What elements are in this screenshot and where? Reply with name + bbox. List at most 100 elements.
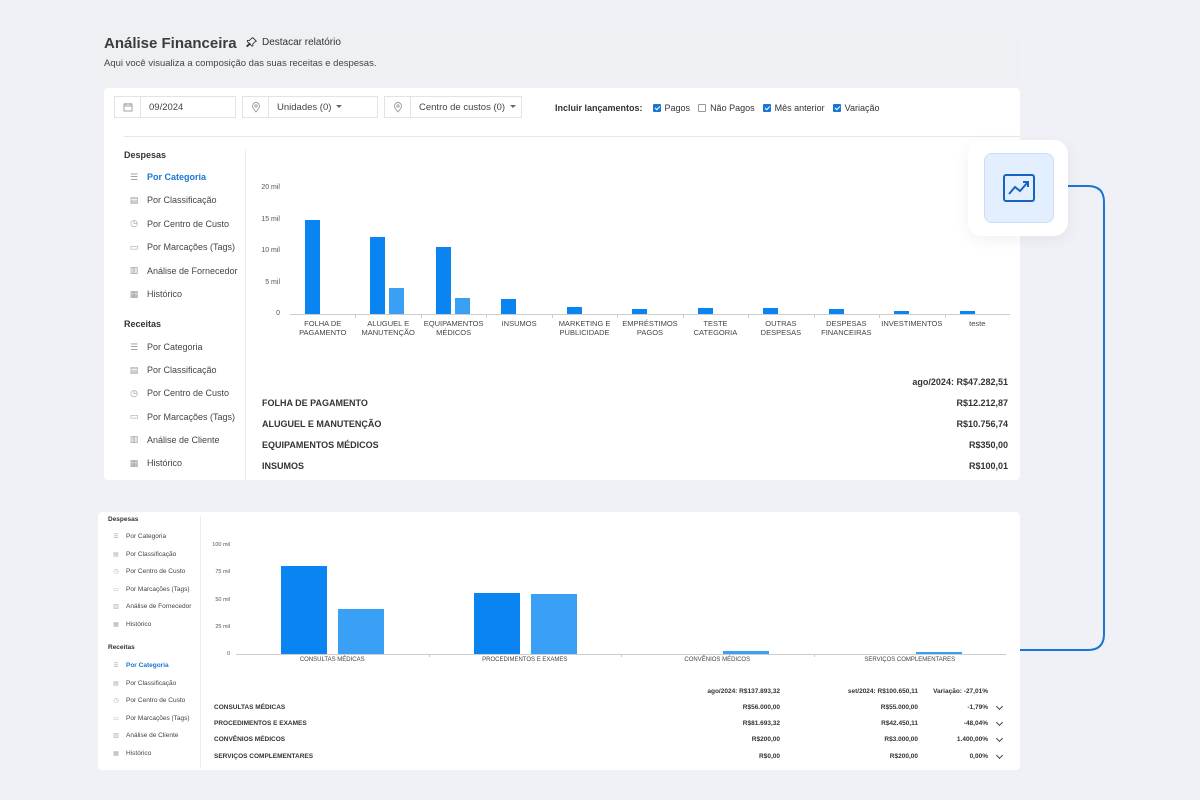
bar[interactable] [723, 650, 769, 654]
summary-value-variacao: -48,04% [963, 720, 988, 728]
x-tick-label: OUTRAS DESPESAS [748, 319, 813, 337]
x-tick-label: INVESTIMENTOS [879, 319, 944, 328]
date-filter[interactable]: 09/2024 [114, 96, 236, 118]
x-tick-label: SERVIÇOS COMPLEMENTARES [864, 657, 956, 663]
x-tick [748, 314, 750, 318]
bar[interactable] [473, 593, 520, 654]
supplier-icon: ▥ [113, 733, 119, 740]
summary-value-variacao: -1,79% [967, 704, 988, 711]
sidebar-item-por-categoria[interactable]: ☰ Por Categoria [112, 662, 168, 669]
tag-icon: ▭ [129, 411, 139, 422]
unidades-value: Unidades (0) [277, 101, 332, 113]
y-tick-label: 50 mil [215, 596, 230, 603]
checkbox-nao-pagos[interactable] [698, 104, 707, 112]
pin-report-button[interactable]: Destacar relatório [246, 37, 341, 48]
category-icon: ☰ [129, 341, 139, 352]
chart-tile-button[interactable] [984, 153, 1054, 223]
bar[interactable] [632, 308, 648, 314]
sidebar-item-por-categoria[interactable]: ☰ Por Categoria [112, 533, 166, 540]
bar[interactable] [305, 220, 320, 314]
sidebar-item-por-marcacoes-tags[interactable]: ▭ Por Marcações (Tags) [129, 411, 235, 422]
sidebar-item-label: Análise de Fornecedor [126, 603, 192, 611]
summary-header: ago/2024: R$47.282,51 [912, 377, 1008, 387]
chevron-down-icon [510, 105, 517, 109]
sidebar-item-analise-de-cliente[interactable]: ▥ Análise de Cliente [129, 434, 220, 445]
sidebar-item-label: Histórico [126, 621, 152, 628]
summary-row-label: CONSULTAS MÉDICAS [214, 704, 286, 711]
bar[interactable] [763, 308, 779, 314]
sidebar-item-label: Por Categoria [147, 172, 207, 182]
sidebar-item-label: Histórico [126, 750, 152, 757]
x-tick-label-line: DESPESAS [760, 328, 802, 337]
sidebar-item-historico[interactable]: ▦ Histórico [112, 750, 151, 757]
summary-value-variacao: 0,00% [969, 752, 988, 760]
checkbox-pagos[interactable] [652, 104, 661, 112]
x-tick-label-line: PAGAMENTO [299, 328, 347, 337]
sidebar-item-label: Por Centro de Custo [147, 388, 230, 399]
date-value: 09/2024 [149, 101, 184, 113]
category-icon: ☰ [129, 171, 139, 182]
checkbox-variacao[interactable] [832, 104, 841, 112]
sidebar-item-por-classificacao[interactable]: ▤ Por Classificação [129, 365, 217, 376]
bar[interactable] [915, 652, 962, 654]
y-tick-label: 25 mil [215, 623, 230, 630]
summary-row-label: SERVIÇOS COMPLEMENTARES [214, 752, 314, 760]
y-tick-label: 0 [226, 651, 230, 657]
sidebar-item-analise-de-fornecedor[interactable]: ▥ Análise de Fornecedor [112, 603, 191, 610]
sidebar-item-por-marcacoes-tags[interactable]: ▭ Por Marcações (Tags) [112, 715, 189, 722]
bar[interactable] [828, 308, 844, 314]
bar[interactable] [338, 608, 384, 654]
x-tick [486, 314, 488, 318]
y-tick-label: 100 mil [212, 542, 230, 548]
sidebar-item-por-centro-de-custo[interactable]: ◷ Por Centro de Custo [129, 388, 230, 399]
x-tick [621, 654, 622, 657]
unidades-filter[interactable]: Unidades (0) [242, 96, 378, 118]
sidebar-item-historico[interactable]: ▦ Histórico [129, 289, 182, 300]
sidebar-item-label: Análise de Cliente [126, 732, 179, 740]
sidebar-item-por-classificacao[interactable]: ▤ Por Classificação [112, 551, 176, 558]
sidebar-item-por-classificacao[interactable]: ▤ Por Classificação [112, 680, 176, 687]
sidebar-item-por-categoria[interactable]: ☰ Por Categoria [129, 341, 203, 353]
bar[interactable] [530, 594, 577, 654]
bar[interactable] [697, 308, 713, 314]
sidebar-item-por-categoria[interactable]: ☰ Por Categoria [129, 171, 207, 183]
summary-row-value: R$350,00 [968, 440, 1008, 450]
sidebar-item-label: Por Centro de Custo [126, 697, 186, 705]
top-report-card [104, 88, 1020, 480]
sidebar-item-por-centro-de-custo[interactable]: ◷ Por Centro de Custo [129, 218, 229, 229]
bar[interactable] [370, 237, 386, 314]
include-label: Incluir lançamentos: [555, 103, 643, 113]
bar[interactable] [389, 287, 405, 314]
sidebar-item-por-centro-de-custo[interactable]: ◷ Por Centro de Custo [112, 697, 185, 704]
bar[interactable] [435, 246, 451, 314]
bar[interactable] [281, 565, 327, 654]
sidebar-item-por-marcacoes-tags[interactable]: ▭ Por Marcações (Tags) [129, 242, 235, 253]
checkbox-mes-anterior[interactable] [762, 104, 771, 112]
divider [124, 136, 1020, 137]
sidebar-item-analise-de-fornecedor[interactable]: ▥ Análise de Fornecedor [129, 265, 238, 276]
x-tick [879, 314, 881, 318]
bar[interactable] [454, 297, 470, 314]
sidebar-item-historico[interactable]: ▦ Histórico [112, 621, 151, 628]
bar[interactable] [959, 310, 975, 314]
sidebar-item-historico[interactable]: ▦ Histórico [129, 458, 182, 469]
summary-value-ago: R$200,00 [751, 736, 780, 744]
pin-icon [246, 37, 257, 48]
sidebar-item-label: Por Centro de Custo [126, 568, 186, 576]
summary-value-ago: R$56.000,00 [742, 704, 780, 711]
bar[interactable] [501, 298, 517, 314]
bar[interactable] [566, 307, 582, 314]
sidebar-item-por-marcacoes-tags[interactable]: ▭ Por Marcações (Tags) [112, 586, 189, 593]
bar[interactable] [894, 310, 910, 314]
sidebar-item-analise-de-cliente[interactable]: ▥ Análise de Cliente [112, 732, 178, 739]
location-icon [385, 97, 411, 117]
x-tick-label: CONSULTAS MÉDICAS [299, 657, 365, 663]
centro-value: Centro de custos (0) [419, 101, 506, 113]
x-tick-label-line: OUTRAS [765, 319, 797, 328]
sidebar-item-por-classificacao[interactable]: ▤ Por Classificação [129, 195, 217, 206]
x-tick-label: MARKETING E PUBLICIDADE [552, 319, 617, 337]
tag-icon: ▭ [113, 586, 119, 593]
centro-custos-filter[interactable]: Centro de custos (0) [384, 96, 522, 118]
x-tick [813, 314, 815, 318]
sidebar-item-por-centro-de-custo[interactable]: ◷ Por Centro de Custo [112, 568, 185, 575]
